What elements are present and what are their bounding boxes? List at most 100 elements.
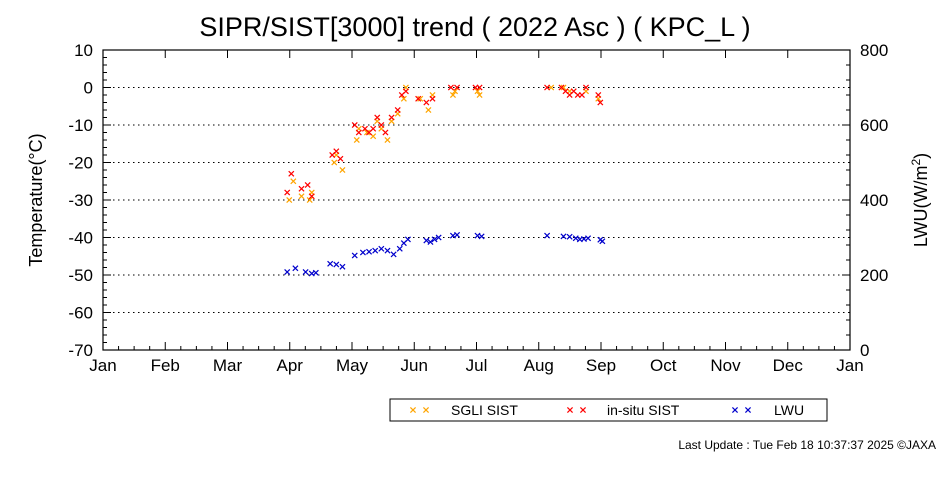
data-point [366, 248, 373, 255]
data-point [427, 238, 434, 246]
data-point [333, 148, 340, 155]
data-point [292, 265, 299, 272]
y-tick-label: 0 [84, 79, 93, 98]
x-tick-label: Mar [213, 356, 243, 375]
data-point [339, 166, 346, 174]
data-point [431, 236, 438, 243]
data-point [597, 99, 604, 106]
data-point [331, 159, 338, 166]
data-point [449, 91, 456, 99]
data-point [566, 233, 573, 240]
data-point [390, 251, 397, 258]
data-point [544, 232, 551, 239]
data-point [355, 129, 362, 136]
y-tick-label: -40 [68, 229, 93, 248]
data-point [351, 252, 358, 259]
x-axis-tick-labels: Jan Feb Mar Apr May Jun Jul Aug Sep Oct Nov Dec Jan [89, 356, 863, 375]
data-point [476, 91, 483, 99]
data-point [286, 196, 293, 204]
legend-box [389, 398, 828, 422]
data-point [425, 106, 432, 114]
legend-marker [409, 406, 417, 414]
data-point [400, 95, 407, 102]
data-point [353, 136, 360, 144]
y-tick-label: -50 [68, 266, 93, 285]
data-point [415, 95, 422, 102]
x-tick-label: Dec [773, 356, 804, 375]
axis-ticks [102, 49, 851, 351]
x-tick-label: Jul [466, 356, 488, 375]
y-tick-label: -60 [68, 304, 93, 323]
data-point [560, 84, 567, 91]
data-point [372, 247, 379, 254]
data-point [363, 129, 371, 136]
y2-tick-label: 400 [860, 191, 888, 210]
data-point [288, 170, 295, 177]
y-axis-tick-labels: 10 0 -10 -20 -30 -40 -50 -60 -70 [68, 41, 93, 360]
data-point [582, 84, 590, 91]
data-point [284, 268, 291, 276]
y-tick-label: -30 [68, 191, 93, 210]
data-point [333, 261, 340, 268]
data-point [378, 245, 385, 252]
data-point [402, 88, 409, 95]
chart-title: SIPR/SIST[3000] trend ( 2022 Asc ) ( KPC… [199, 12, 750, 42]
data-point [374, 114, 381, 121]
data-point [560, 233, 567, 240]
data-point [359, 249, 366, 256]
x-tick-label: May [336, 356, 369, 375]
y-tick-label: -10 [68, 116, 93, 135]
data-point [396, 245, 403, 252]
legend: SGLI SIST in-situ SIST LWU [389, 398, 828, 422]
data-point [572, 235, 579, 242]
data-point [308, 193, 315, 200]
data-point [578, 91, 585, 99]
data-point [478, 233, 485, 240]
data-point [423, 237, 430, 244]
data-points [284, 84, 606, 277]
legend-marker [566, 406, 574, 414]
legend-label: LWU [774, 402, 804, 418]
x-tick-label: Apr [277, 356, 304, 375]
last-update-footer: Last Update : Tue Feb 18 10:37:37 2025 ©… [678, 438, 936, 452]
data-point [306, 196, 313, 204]
data-point [476, 84, 483, 91]
x-tick-label: Oct [650, 356, 677, 375]
y2-axis-label: LWU(W/m2) [909, 153, 931, 247]
data-point [284, 189, 291, 196]
y-axis-label: Temperature(°C) [26, 133, 46, 266]
y2-axis-tick-labels: 800 600 400 200 0 [860, 41, 888, 360]
data-point [429, 95, 436, 102]
legend-label: SGLI SIST [451, 402, 518, 418]
grid-lines [103, 87, 850, 313]
data-point [312, 269, 319, 276]
data-point [290, 178, 297, 185]
x-tick-label: Aug [524, 356, 554, 375]
data-point [423, 99, 430, 106]
legend-marker [422, 406, 430, 414]
data-point [298, 193, 305, 200]
y2-label-sup: 2 [909, 159, 923, 166]
data-point [599, 238, 606, 245]
x-tick-label: Jun [401, 356, 428, 375]
x-tick-label: Jan [89, 356, 116, 375]
plot-frame [102, 49, 851, 351]
data-point [370, 125, 377, 132]
y-tick-label: -20 [68, 154, 93, 173]
y2-tick-label: 800 [860, 41, 888, 60]
y2-tick-label: 200 [860, 266, 888, 285]
data-point [384, 247, 391, 254]
y-tick-label: -70 [68, 341, 93, 360]
legend-marker [744, 406, 752, 414]
data-point [447, 84, 454, 91]
data-point [454, 84, 461, 91]
data-point [339, 263, 346, 270]
data-point [417, 95, 424, 102]
data-point [544, 84, 551, 91]
y2-label-suffix: ) [911, 153, 931, 159]
y2-tick-label: 600 [860, 116, 888, 135]
data-point [302, 268, 309, 276]
y2-label-prefix: LWU(W/m [911, 166, 931, 248]
x-tick-label: Jan [836, 356, 863, 375]
